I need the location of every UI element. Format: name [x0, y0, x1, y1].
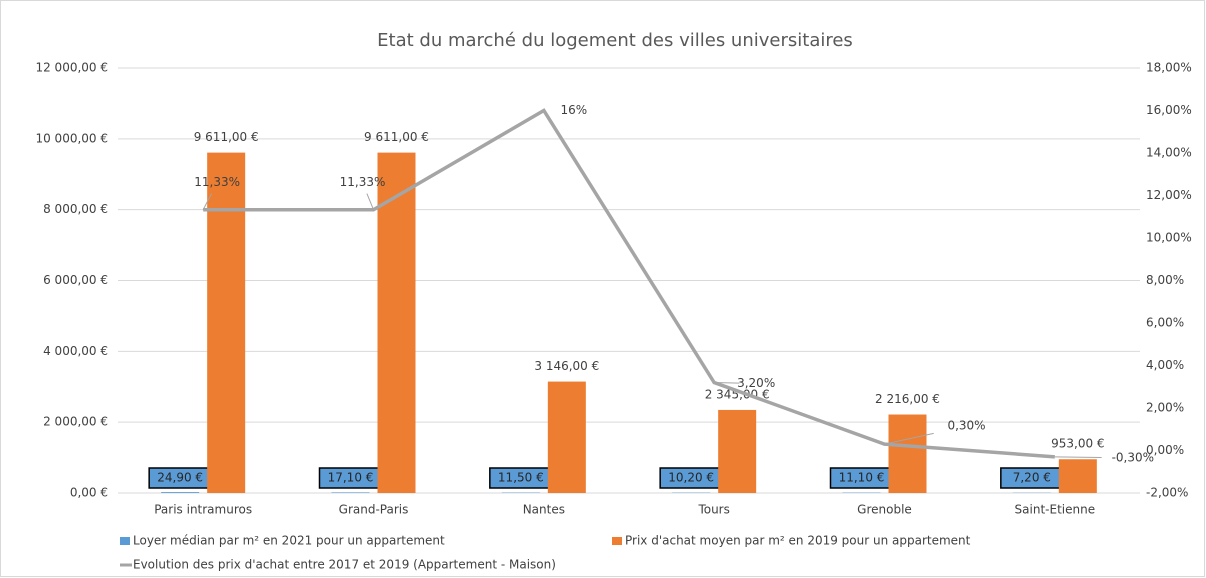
legend-label: Loyer médian par m² en 2021 pour un appa… [133, 534, 445, 548]
y-tick-label: 12 000,00 € [35, 61, 108, 75]
y2-tick-label: 2,00% [1146, 401, 1184, 415]
legend-marker [612, 537, 622, 545]
value-label: 11,33% [340, 175, 386, 189]
leader-line [884, 432, 934, 445]
y-tick-label: 8 000,00 € [43, 202, 108, 216]
leader-line [202, 193, 213, 210]
y-tick-label: 10 000,00 € [35, 131, 108, 145]
bar [161, 492, 200, 493]
value-label: 11,50 € [498, 471, 544, 485]
value-label: 3 146,00 € [534, 359, 599, 373]
x-tick-label: Paris intramuros [154, 503, 252, 517]
legend-marker [120, 537, 130, 545]
value-label: 11,10 € [839, 471, 885, 485]
bar [331, 492, 370, 493]
y2-tick-label: 18,00% [1146, 61, 1192, 75]
y2-tick-label: 6,00% [1146, 316, 1184, 330]
legend-label: Prix d'achat moyen par m² en 2019 pour u… [625, 534, 971, 548]
legend-label: Evolution des prix d'achat entre 2017 et… [133, 558, 556, 572]
value-label: 2 216,00 € [875, 392, 940, 406]
y2-tick-label: 14,00% [1146, 146, 1192, 160]
x-tick-label: Nantes [523, 503, 565, 517]
x-tick-label: Tours [697, 503, 729, 517]
y-tick-label: 6 000,00 € [43, 273, 108, 287]
value-label: 17,10 € [328, 471, 374, 485]
value-label: 9 611,00 € [194, 130, 259, 144]
value-label: 24,90 € [157, 471, 203, 485]
y2-tick-label: -2,00% [1146, 486, 1188, 500]
x-tick-label: Grenoble [857, 503, 912, 517]
bar [1058, 459, 1097, 493]
bar [207, 152, 246, 493]
leader-line [366, 193, 374, 210]
line [203, 108, 1055, 459]
value-label: 10,20 € [668, 471, 714, 485]
y-tick-label: 4 000,00 € [43, 344, 108, 358]
bar [547, 381, 586, 493]
y2-tick-label: 8,00% [1146, 273, 1184, 287]
y2-tick-label: 4,00% [1146, 358, 1184, 372]
value-label: 16% [560, 103, 587, 117]
x-tick-label: Grand-Paris [339, 503, 409, 517]
value-label: 7,20 € [1013, 471, 1051, 485]
x-tick-label: Saint-Etienne [1015, 503, 1096, 517]
value-label: 11,33% [194, 175, 240, 189]
bar [377, 152, 416, 493]
value-label: -0,30% [1112, 450, 1154, 464]
y-tick-label: 2 000,00 € [43, 415, 108, 429]
y2-tick-label: 16,00% [1146, 103, 1192, 117]
value-label: 3,20% [737, 376, 775, 390]
value-label: 953,00 € [1051, 437, 1104, 451]
bar [888, 414, 927, 493]
bar [718, 409, 757, 493]
chart-title: Etat du marché du logement des villes un… [377, 30, 853, 51]
leader-line [1054, 456, 1102, 458]
y-tick-label: 0,00 € [70, 486, 108, 500]
value-label: 0,30% [947, 419, 985, 433]
leader-line [714, 382, 740, 384]
y2-tick-label: 10,00% [1146, 231, 1192, 245]
y2-tick-label: 12,00% [1146, 188, 1192, 202]
y2-tick-label: 0,00% [1146, 443, 1184, 457]
value-label: 9 611,00 € [364, 130, 429, 144]
